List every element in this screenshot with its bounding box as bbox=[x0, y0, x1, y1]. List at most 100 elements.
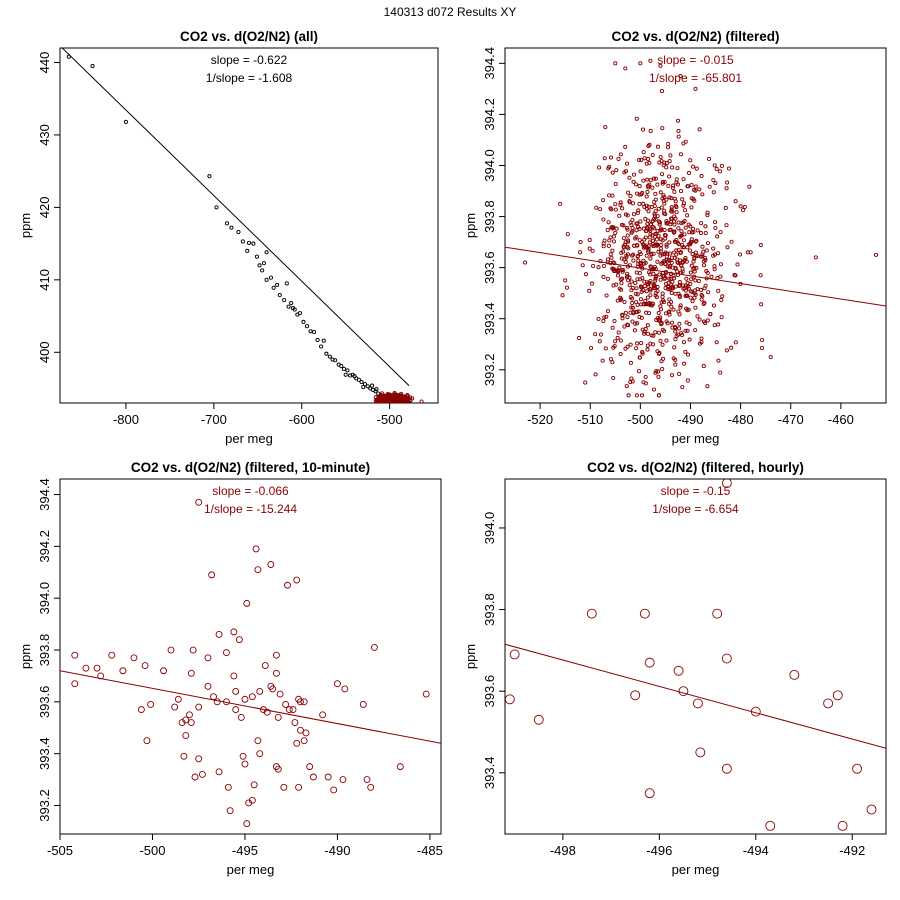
data-point bbox=[685, 293, 690, 298]
data-point bbox=[359, 379, 364, 385]
y-tick-label: 440 bbox=[37, 52, 52, 74]
data-point bbox=[650, 185, 655, 190]
data-point bbox=[643, 374, 648, 380]
data-point bbox=[661, 193, 666, 198]
data-point bbox=[681, 260, 686, 265]
data-point bbox=[186, 711, 193, 719]
data-point bbox=[610, 170, 615, 175]
data-point bbox=[642, 283, 647, 289]
data-point bbox=[701, 263, 707, 268]
data-point bbox=[626, 323, 631, 328]
data-point bbox=[635, 321, 640, 326]
data-point bbox=[589, 345, 594, 351]
data-point bbox=[690, 252, 695, 257]
data-point bbox=[345, 368, 350, 373]
inverse-slope-annotation: 1/slope = -65.801 bbox=[649, 71, 742, 85]
x-tick-label: -520 bbox=[527, 412, 553, 427]
data-point bbox=[690, 299, 695, 304]
data-point bbox=[656, 393, 662, 398]
data-point bbox=[280, 783, 288, 791]
data-point bbox=[629, 230, 634, 235]
data-point bbox=[712, 163, 717, 168]
data-point bbox=[651, 387, 656, 392]
data-point bbox=[235, 636, 243, 644]
data-point bbox=[700, 192, 705, 197]
data-point bbox=[640, 190, 645, 195]
data-point bbox=[683, 225, 688, 230]
data-point bbox=[695, 254, 700, 259]
data-point bbox=[633, 280, 638, 286]
data-point bbox=[187, 719, 195, 727]
data-point bbox=[660, 252, 665, 257]
data-point bbox=[627, 175, 632, 180]
data-point bbox=[215, 631, 223, 638]
x-tick-label: -470 bbox=[778, 412, 804, 427]
data-point bbox=[714, 166, 719, 172]
regression-line bbox=[61, 48, 410, 386]
data-point bbox=[618, 152, 623, 157]
data-point bbox=[823, 698, 834, 709]
data-point bbox=[230, 672, 238, 680]
data-point bbox=[645, 218, 651, 223]
data-point bbox=[709, 274, 714, 279]
data-point bbox=[660, 294, 665, 299]
data-point bbox=[703, 283, 708, 288]
data-point bbox=[664, 338, 669, 343]
data-point bbox=[274, 765, 282, 773]
data-point bbox=[625, 227, 630, 232]
data-point bbox=[214, 205, 219, 210]
data-point bbox=[676, 128, 681, 134]
data-point bbox=[658, 338, 663, 343]
data-point bbox=[263, 708, 271, 716]
data-point bbox=[596, 265, 601, 270]
data-point bbox=[628, 360, 633, 365]
data-point bbox=[612, 344, 617, 349]
data-point bbox=[236, 229, 241, 235]
data-point bbox=[638, 251, 643, 257]
data-point bbox=[678, 152, 683, 157]
data-point bbox=[653, 330, 658, 335]
data-point bbox=[689, 182, 694, 188]
data-point bbox=[290, 306, 296, 311]
data-point bbox=[667, 297, 672, 302]
data-point bbox=[673, 329, 678, 334]
data-point bbox=[356, 377, 361, 382]
y-axis-label: ppm bbox=[18, 644, 33, 669]
data-point bbox=[180, 752, 188, 760]
data-point bbox=[240, 239, 245, 244]
data-point bbox=[130, 654, 138, 662]
data-point bbox=[745, 250, 750, 255]
data-point bbox=[626, 238, 631, 243]
data-point bbox=[658, 304, 663, 309]
data-point bbox=[333, 680, 341, 688]
data-point bbox=[672, 196, 677, 201]
data-point bbox=[687, 248, 692, 253]
data-point bbox=[700, 294, 705, 299]
data-point bbox=[647, 235, 652, 240]
data-point bbox=[319, 711, 327, 719]
data-point bbox=[720, 294, 725, 299]
data-point bbox=[627, 283, 632, 288]
data-point bbox=[701, 364, 706, 369]
data-point bbox=[690, 164, 696, 169]
data-point bbox=[248, 693, 256, 701]
y-tick-label: 393.2 bbox=[37, 789, 52, 822]
data-point bbox=[683, 349, 688, 354]
x-tick-label: -490 bbox=[324, 843, 350, 858]
data-point bbox=[141, 662, 149, 670]
data-point bbox=[623, 66, 628, 71]
data-point bbox=[648, 228, 653, 233]
data-point bbox=[680, 283, 685, 288]
data-point bbox=[692, 698, 703, 709]
data-point bbox=[672, 229, 677, 234]
data-point bbox=[721, 479, 732, 489]
data-point bbox=[605, 309, 611, 314]
data-point bbox=[765, 820, 776, 831]
y-tick-label: 430 bbox=[37, 124, 52, 146]
data-point bbox=[327, 354, 332, 359]
data-point bbox=[651, 176, 656, 181]
data-point bbox=[621, 249, 626, 254]
data-point bbox=[260, 268, 265, 273]
data-point bbox=[160, 667, 168, 675]
